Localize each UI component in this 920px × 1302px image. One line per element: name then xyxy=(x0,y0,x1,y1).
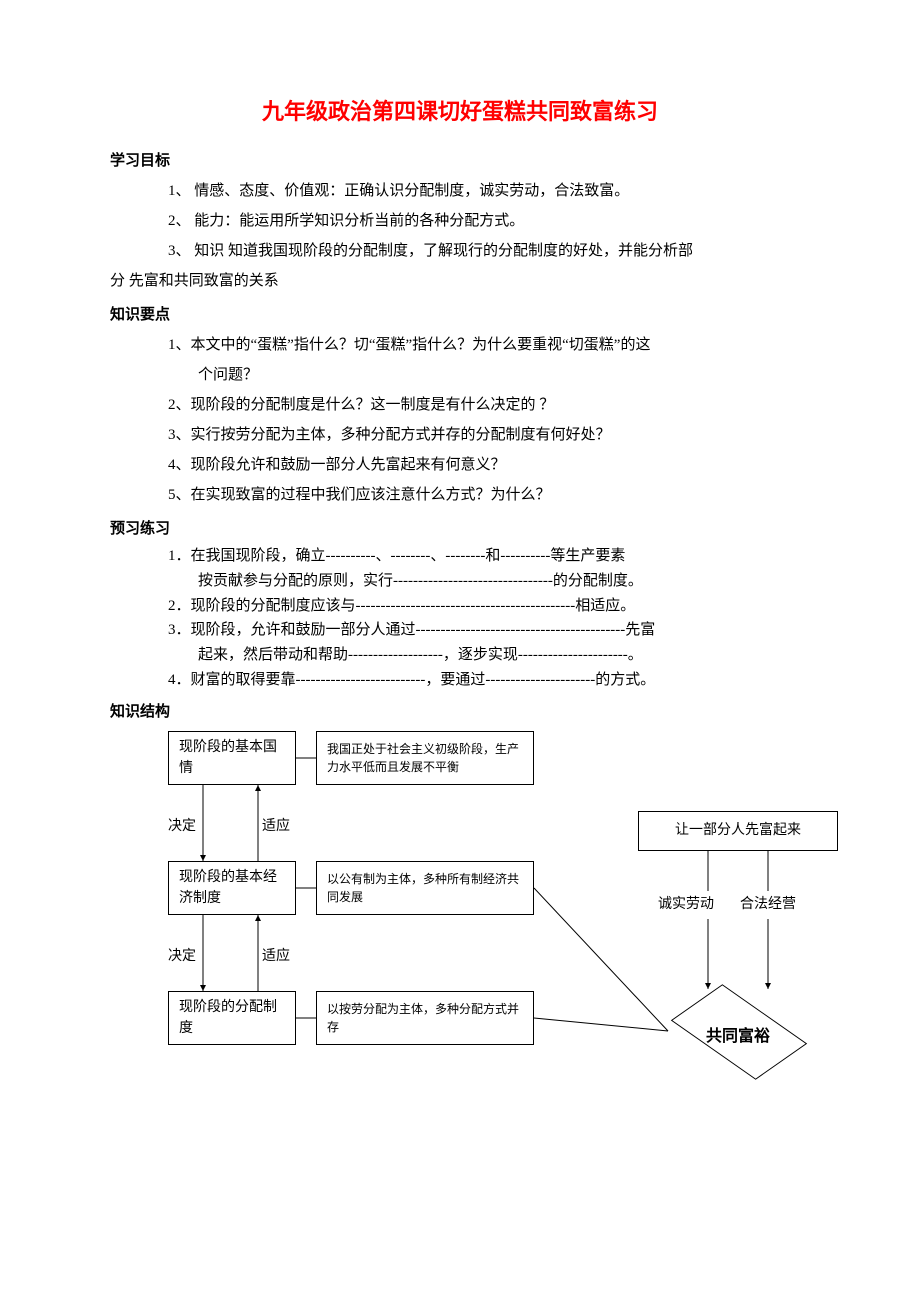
edge-label-decide: 决定 xyxy=(168,813,196,841)
point-item: 5、在实现致富的过程中我们应该注意什么方式？为什么？ xyxy=(168,480,810,510)
point-item-cont: 个问题？ xyxy=(168,360,810,390)
preview-item: 2．现阶段的分配制度应该与---------------------------… xyxy=(168,594,810,619)
node-basic-situation: 现阶段的基本国情 xyxy=(168,731,296,785)
knowledge-structure-diagram: 现阶段的基本国情 我国正处于社会主义初级阶段，生产力水平低而且发展不平衡 现阶段… xyxy=(168,731,868,1101)
node-economic-system: 现阶段的基本经济制度 xyxy=(168,861,296,915)
preview-heading: 预习练习 xyxy=(110,514,810,544)
document-page: 九年级政治第四课切好蛋糕共同致富练习 学习目标 1、 情感、态度、价值观：正确认… xyxy=(0,0,920,1141)
edge-label-decide: 决定 xyxy=(168,943,196,971)
diamond-label: 共同富裕 xyxy=(668,1021,808,1053)
preview-item-cont: 按贡献参与分配的原则，实行---------------------------… xyxy=(168,569,810,594)
edge-label-adapt: 适应 xyxy=(262,943,290,971)
points-heading: 知识要点 xyxy=(110,300,810,330)
node-economic-system-desc: 以公有制为主体，多种所有制经济共同发展 xyxy=(316,861,534,915)
point-item: 3、实行按劳分配为主体，多种分配方式并存的分配制度有何好处？ xyxy=(168,420,810,450)
node-get-rich-first: 让一部分人先富起来 xyxy=(638,811,838,851)
node-common-prosperity: 共同富裕 xyxy=(668,991,808,1071)
point-item: 1、本文中的“蛋糕”指什么？切“蛋糕”指什么？为什么要重视“切蛋糕”的这 xyxy=(168,330,810,360)
goal-item: 1、 情感、态度、价值观：正确认识分配制度，诚实劳动，合法致富。 xyxy=(168,176,810,206)
preview-item: 3．现阶段，允许和鼓励一部分人通过-----------------------… xyxy=(168,618,810,643)
node-distribution-system-desc: 以按劳分配为主体，多种分配方式并存 xyxy=(316,991,534,1045)
page-title: 九年级政治第四课切好蛋糕共同致富练习 xyxy=(110,90,810,134)
preview-item-cont: 起来，然后带动和帮助-------------------，逐步实现------… xyxy=(168,643,810,668)
goal-item-cont: 分 先富和共同致富的关系 xyxy=(110,266,810,296)
edge-label-honest-labor: 诚实劳动 xyxy=(658,891,714,919)
preview-item: 1．在我国现阶段，确立----------、--------、--------和… xyxy=(168,544,810,569)
edge-label-legal-business: 合法经营 xyxy=(740,891,796,919)
goals-heading: 学习目标 xyxy=(110,146,810,176)
goal-item: 2、 能力：能运用所学知识分析当前的各种分配方式。 xyxy=(168,206,810,236)
point-item: 4、现阶段允许和鼓励一部分人先富起来有何意义？ xyxy=(168,450,810,480)
goal-item: 3、 知识 知道我国现阶段的分配制度，了解现行的分配制度的好处，并能分析部 xyxy=(168,236,810,266)
preview-item: 4．财富的取得要靠--------------------------，要通过-… xyxy=(168,668,810,693)
node-distribution-system: 现阶段的分配制度 xyxy=(168,991,296,1045)
structure-heading: 知识结构 xyxy=(110,697,810,727)
point-item: 2、现阶段的分配制度是什么？这一制度是有什么决定的 ？ xyxy=(168,390,810,420)
edge-label-adapt: 适应 xyxy=(262,813,290,841)
node-basic-situation-desc: 我国正处于社会主义初级阶段，生产力水平低而且发展不平衡 xyxy=(316,731,534,785)
